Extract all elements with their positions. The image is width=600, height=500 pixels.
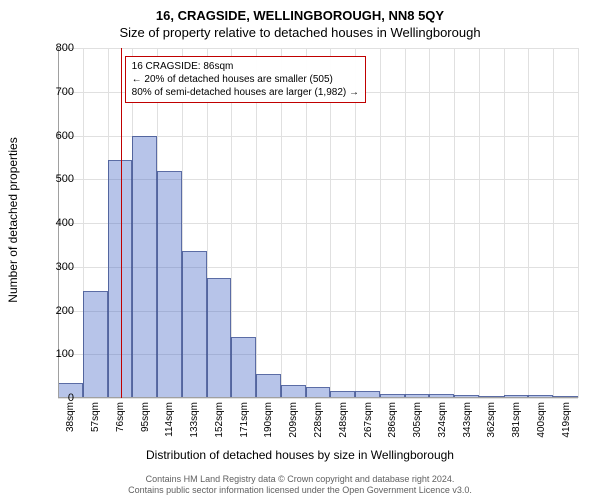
annotation-line: ← 20% of detached houses are smaller (50…: [132, 73, 359, 86]
y-tick-label: 200: [34, 305, 74, 317]
y-tick-label: 700: [34, 86, 74, 98]
histogram-bar: [157, 171, 182, 399]
y-tick-label: 400: [34, 217, 74, 229]
histogram-bar: [256, 374, 281, 398]
chart-title-main: 16, CRAGSIDE, WELLINGBOROUGH, NN8 5QY: [0, 0, 600, 23]
y-tick-label: 800: [34, 42, 74, 54]
y-tick-label: 300: [34, 261, 74, 273]
footer-line1: Contains HM Land Registry data © Crown c…: [0, 474, 600, 485]
y-tick-label: 500: [34, 173, 74, 185]
y-axis-label: Number of detached properties: [6, 137, 20, 302]
footer-line2: Contains public sector information licen…: [0, 485, 600, 496]
y-tick-label: 600: [34, 130, 74, 142]
annotation-box: 16 CRAGSIDE: 86sqm← 20% of detached hous…: [125, 56, 366, 103]
histogram-bar: [83, 291, 108, 398]
chart-title-sub: Size of property relative to detached ho…: [0, 23, 600, 40]
annotation-line: 80% of semi-detached houses are larger (…: [132, 86, 359, 99]
histogram-bar: [182, 251, 207, 398]
histogram-bar: [132, 136, 157, 399]
footer-attribution: Contains HM Land Registry data © Crown c…: [0, 474, 600, 496]
histogram-bar: [231, 337, 256, 398]
histogram-bar: [207, 278, 232, 398]
marker-line: [121, 48, 122, 398]
y-tick-label: 100: [34, 348, 74, 360]
annotation-line: 16 CRAGSIDE: 86sqm: [132, 60, 359, 73]
x-axis-label: Distribution of detached houses by size …: [0, 448, 600, 462]
